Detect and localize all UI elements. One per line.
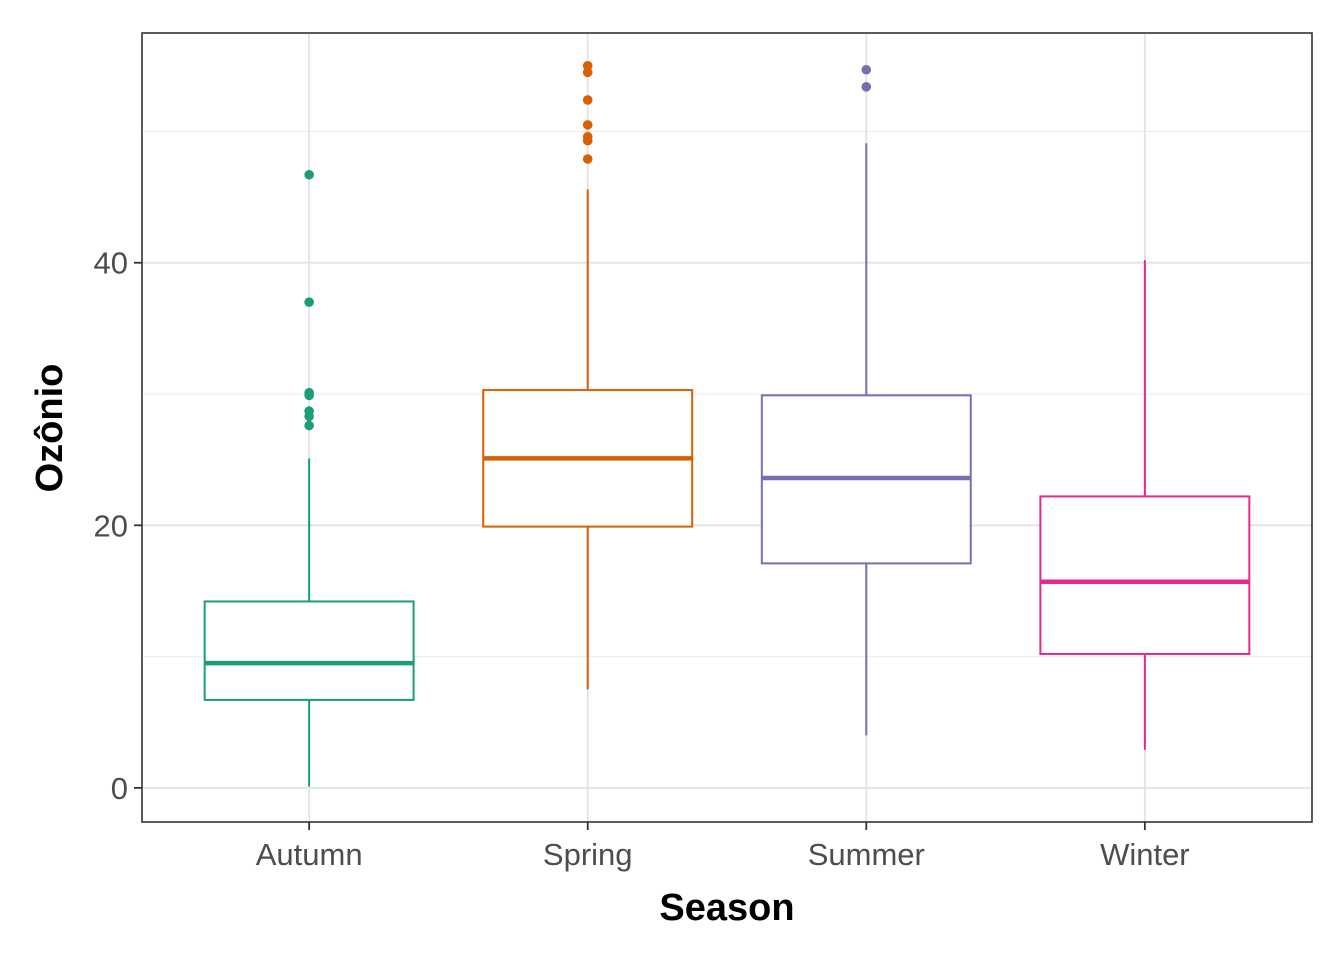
x-tick-label-summer: Summer: [808, 837, 925, 872]
x-axis-title: Season: [659, 887, 794, 929]
box-spring: [482, 61, 694, 690]
outlier-point-spring: [582, 95, 593, 105]
outlier-point-spring: [582, 131, 593, 142]
iqr-box-autumn: [203, 600, 415, 701]
outlier-point-spring: [582, 61, 593, 71]
outlier-point-autumn: [304, 420, 314, 431]
iqr-box-winter: [1039, 495, 1251, 655]
outlier-point-autumn: [304, 297, 314, 307]
outlier-point-spring: [582, 67, 593, 78]
x-tick-label-autumn: Autumn: [256, 837, 363, 872]
x-tick-label-winter: Winter: [1100, 837, 1190, 872]
y-axis-title: Ozônio: [29, 364, 71, 493]
outlier-point-spring: [582, 120, 593, 130]
y-tick-label: 40: [94, 246, 128, 281]
outlier-point-autumn: [304, 169, 314, 180]
plot-panel-border: [141, 32, 1313, 823]
boxes: [203, 61, 1251, 787]
outlier-point-autumn: [304, 406, 314, 416]
outlier-point-summer: [861, 82, 872, 92]
axis-ticks: 0 20 40 Autumn Spring Summer Winter: [94, 246, 1190, 872]
y-tick-label: 20: [94, 508, 128, 543]
y-tick-label: 0: [111, 771, 128, 806]
outlier-point-summer: [861, 64, 872, 75]
box-winter: [1039, 260, 1251, 750]
outlier-point-autumn: [304, 387, 314, 398]
box-autumn: [203, 169, 415, 787]
outlier-point-spring: [582, 154, 593, 164]
box-summer: [760, 64, 972, 736]
x-tick-label-spring: Spring: [543, 837, 633, 872]
plot-panel-background: [142, 33, 1312, 822]
